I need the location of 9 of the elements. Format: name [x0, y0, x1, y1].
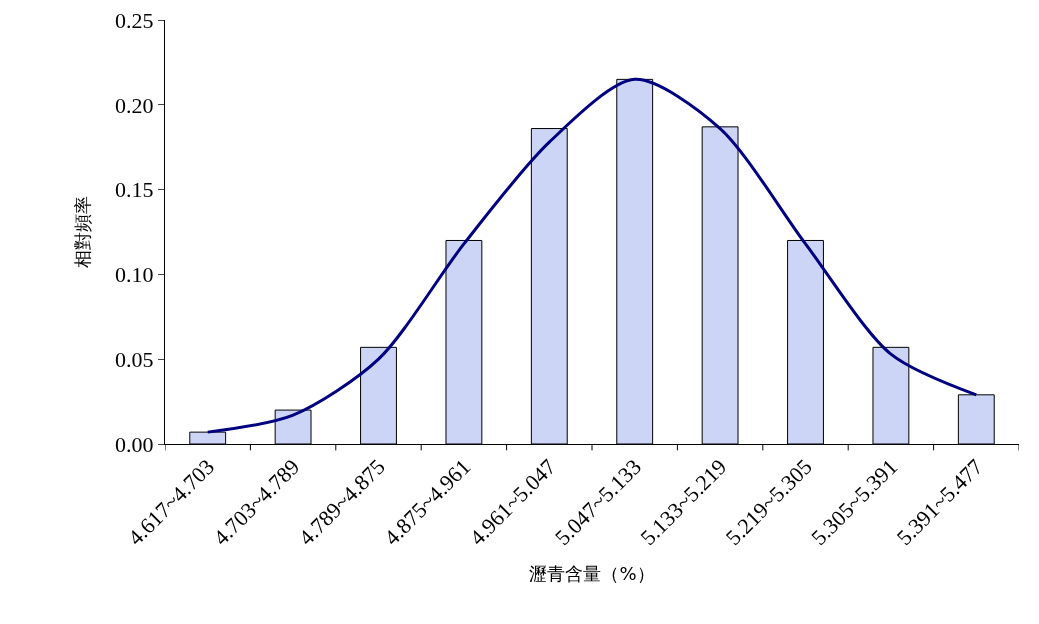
- line-series: [206, 77, 978, 434]
- y-tick-label: 0.00: [115, 431, 154, 457]
- y-tick-label: 0.10: [115, 262, 154, 288]
- y-axis-title: 相對頻率: [72, 196, 94, 268]
- y-tick-label: 0.20: [115, 92, 154, 118]
- x-axis-title: 瀝青含量（%）: [529, 563, 655, 585]
- y-tick-label: 0.05: [115, 346, 154, 372]
- y-tick-label: 0.25: [115, 7, 154, 33]
- y-tick-label: 0.15: [115, 177, 154, 203]
